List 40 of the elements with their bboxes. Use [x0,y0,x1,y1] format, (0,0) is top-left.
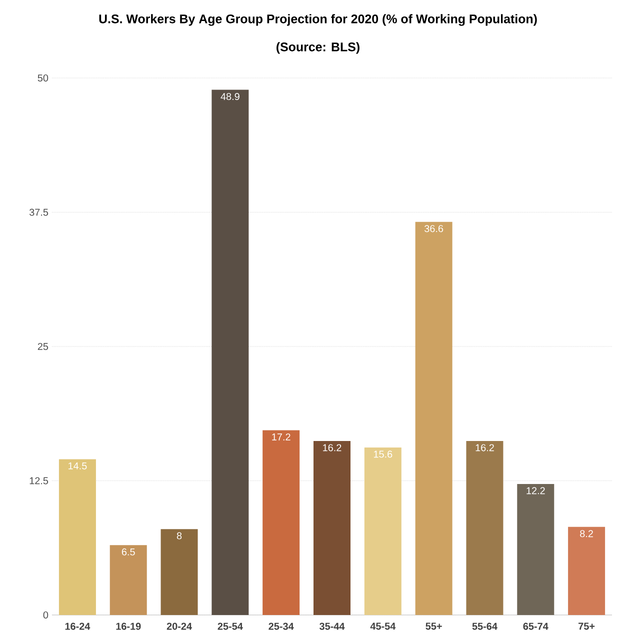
x-tick-label: 16-19 [116,622,141,630]
y-tick-label: 25 [38,342,48,350]
bar [212,90,249,615]
bar [58,459,96,615]
data-label: 48.9 [220,93,240,100]
bar [517,484,554,615]
data-label: 36.6 [424,225,444,232]
data-label: 8 [176,532,182,540]
x-tick-label: 65-74 [523,622,548,630]
data-label: 8.2 [580,530,593,538]
bar [568,526,606,615]
x-tick-label: 55+ [426,622,442,630]
y-tick-label: 12.5 [30,477,48,484]
y-tick-label: 37.5 [29,208,48,216]
x-tick-label: 45-54 [370,622,396,630]
bar [364,447,402,615]
data-label: 6.5 [122,548,135,556]
x-tick-label: 75+ [578,622,595,630]
x-tick-label: 25-54 [218,622,243,630]
data-label: 14.5 [68,462,87,470]
bar [415,222,452,615]
x-tick-label: 25-34 [268,622,294,630]
bar [466,441,504,615]
y-tick-label: 0 [43,611,48,619]
x-tick-label: 20-24 [166,622,192,630]
x-tick-label: 55-64 [472,622,498,630]
bar [262,430,300,615]
data-label: 17.2 [272,433,290,440]
data-label: 16.2 [323,444,342,452]
bar [110,545,147,615]
bar [314,441,350,615]
bar [160,529,198,615]
x-tick-label: 16-24 [65,622,90,630]
y-tick-label: 50 [38,74,48,82]
x-tick-label: 35-44 [319,622,345,630]
chart-subtitle: (Source: BLS) [276,42,360,54]
chart-title: U.S. Workers By Age Group Projection for 2020 (% of Working Population) [99,14,537,26]
data-label: 15.6 [374,450,392,458]
data-label: 16.2 [476,444,494,452]
data-label: 12.2 [526,487,545,494]
